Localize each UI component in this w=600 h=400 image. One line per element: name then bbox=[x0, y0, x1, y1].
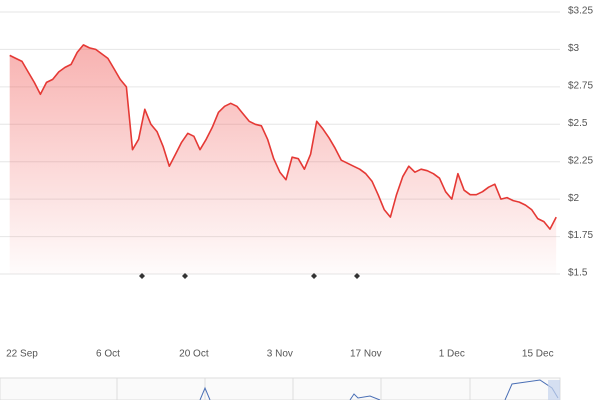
area bbox=[9, 44, 557, 275]
line bbox=[9, 44, 557, 230]
x-tick-label: 20 Oct bbox=[179, 349, 209, 360]
y-tick-label: $2.5 bbox=[568, 118, 588, 129]
y-tick-label: $1.5 bbox=[568, 268, 588, 279]
event-markers bbox=[139, 273, 360, 279]
x-tick-label: 22 Sep bbox=[6, 349, 38, 360]
x-tick-label: 17 Nov bbox=[350, 349, 382, 360]
navigator bbox=[0, 377, 561, 400]
x-tick-label: 15 Dec bbox=[522, 349, 554, 360]
x-tick-label: 1 Dec bbox=[439, 349, 465, 360]
y-tick-label: $3 bbox=[568, 43, 580, 54]
y-tick-label: $2 bbox=[568, 193, 580, 204]
y-tick-label: $2.25 bbox=[568, 155, 593, 166]
y-tick-label: $2.75 bbox=[568, 80, 593, 91]
y-tick-label: $3.25 bbox=[568, 6, 593, 17]
x-tick-label: 3 Nov bbox=[267, 349, 293, 360]
x-tick-label: 6 Oct bbox=[96, 349, 120, 360]
y-tick-label: $1.75 bbox=[568, 230, 593, 241]
